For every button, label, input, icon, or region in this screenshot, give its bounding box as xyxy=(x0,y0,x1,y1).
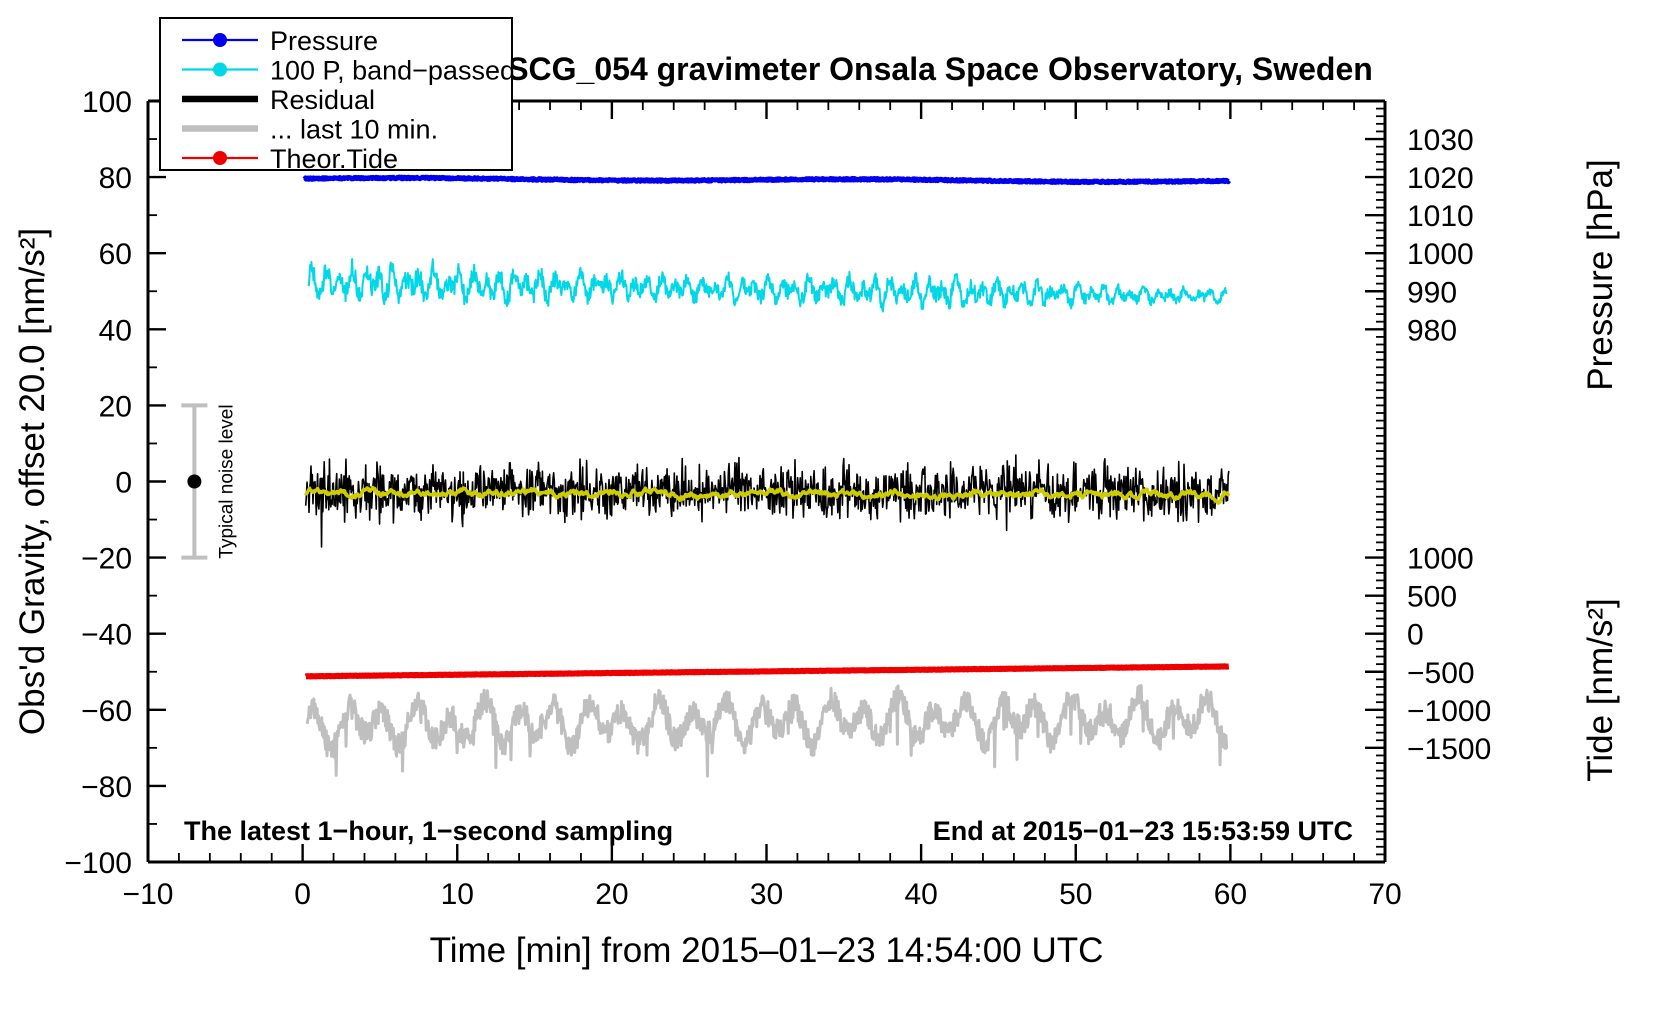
y-tick-label-left: 40 xyxy=(99,314,132,347)
series-residual xyxy=(304,454,1230,548)
legend-marker-4 xyxy=(213,151,227,165)
y-tick-label-left: 20 xyxy=(99,390,132,423)
series-100-p-band-passed xyxy=(307,257,1228,313)
pressure-tick-label: 990 xyxy=(1407,276,1457,309)
tide-axis-title: Tide [nm/s²] xyxy=(1581,598,1620,781)
plot-title: SCG_054 gravimeter Onsala Space Observat… xyxy=(507,51,1373,87)
x-tick-label: 50 xyxy=(1059,878,1092,911)
pressure-tick-label: 1000 xyxy=(1407,238,1474,271)
series-last-10-min xyxy=(305,684,1229,778)
y-tick-label-left: −100 xyxy=(64,847,132,880)
pressure-tick-label: 1010 xyxy=(1407,200,1474,233)
tide-tick-label: 0 xyxy=(1407,619,1424,652)
pressure-axis-title: Pressure [hPa] xyxy=(1581,159,1620,391)
y-tick-label-left: 60 xyxy=(99,238,132,271)
y-tick-label-left: 80 xyxy=(99,162,132,195)
legend-label-4: Theor.Tide xyxy=(270,144,398,174)
tide-tick-label: −500 xyxy=(1407,657,1475,690)
x-tick-label: 10 xyxy=(441,878,474,911)
pressure-tick-label: 1020 xyxy=(1407,162,1474,195)
x-tick-label: 60 xyxy=(1214,878,1247,911)
series-theor-tide xyxy=(303,663,1232,680)
y-tick-label-left: −20 xyxy=(81,543,132,576)
x-tick-label: 40 xyxy=(904,878,937,911)
tide-tick-label: −1000 xyxy=(1407,695,1491,728)
y-tick-label-left: −80 xyxy=(81,771,132,804)
y-tick-label-left: 0 xyxy=(115,467,132,500)
legend-label-2: Residual xyxy=(270,85,375,115)
x-tick-label: 0 xyxy=(294,878,311,911)
legend-marker-0 xyxy=(213,33,227,47)
pressure-tick-label: 1030 xyxy=(1407,124,1474,157)
annotation-bottom-left: The latest 1−hour, 1−second sampling xyxy=(184,816,673,846)
y-axis-left-title: Obs'd Gravity, offset 20.0 [nm/s²] xyxy=(13,228,52,735)
legend-label-1: 100 P, band−passed xyxy=(270,56,515,86)
y-tick-label-left: 100 xyxy=(82,86,132,119)
annotation-bottom-right: End at 2015−01−23 15:53:59 UTC xyxy=(933,816,1353,846)
tide-tick-label: 1000 xyxy=(1407,543,1474,576)
legend-label-3: ... last 10 min. xyxy=(270,115,438,145)
x-tick-label: −10 xyxy=(123,878,174,911)
x-axis-title: Time [min] from 2015‒01‒23 14:54:00 UTC xyxy=(430,931,1104,970)
x-tick-label: 70 xyxy=(1368,878,1401,911)
legend-label-0: Pressure xyxy=(270,26,378,56)
x-tick-label: 30 xyxy=(750,878,783,911)
pressure-tick-label: 980 xyxy=(1407,314,1457,347)
noise-center-dot xyxy=(187,474,202,489)
tide-tick-label: 500 xyxy=(1407,581,1457,614)
series-residual-smoothed xyxy=(304,485,1231,505)
y-tick-label-left: −60 xyxy=(81,695,132,728)
legend-marker-1 xyxy=(213,62,227,77)
x-tick-label: 20 xyxy=(595,878,628,911)
y-tick-label-left: −40 xyxy=(81,619,132,652)
series-pressure xyxy=(302,174,1231,186)
noise-level-label: Typical noise level xyxy=(216,404,237,558)
tide-tick-label: −1500 xyxy=(1407,733,1491,766)
